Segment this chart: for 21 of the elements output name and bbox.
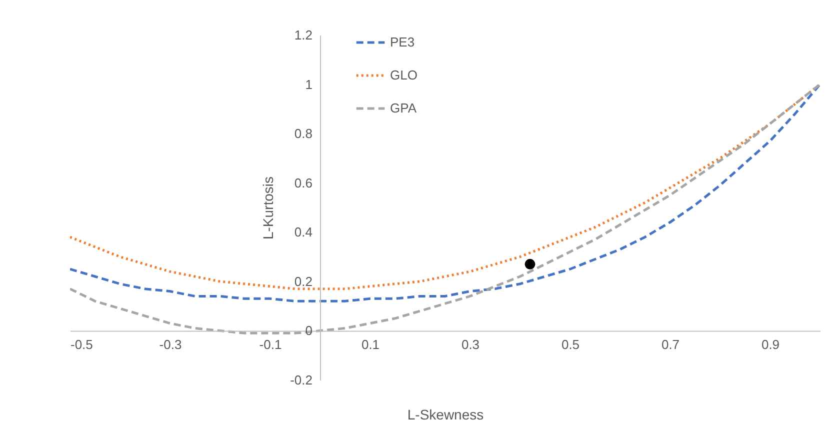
y-tick-label: 0.6 xyxy=(294,175,312,190)
y-tick-label: -0.2 xyxy=(290,372,312,388)
x-tick-label: -0.1 xyxy=(259,337,282,352)
x-tick-label: 0.1 xyxy=(361,337,380,352)
x-tick-label: 0.9 xyxy=(761,337,780,352)
x-tick-label: 0.5 xyxy=(561,337,580,352)
x-tick-label: 0.7 xyxy=(661,337,680,352)
y-tick-label: 1 xyxy=(305,76,312,92)
y-tick-label: 0 xyxy=(305,323,312,338)
x-tick-label: -0.5 xyxy=(70,337,93,352)
x-tick-label: 0.3 xyxy=(461,337,480,352)
y-axis-title: L-Kurtosis xyxy=(260,176,276,240)
legend-label: PE3 xyxy=(390,34,415,50)
y-tick-label: 1.2 xyxy=(294,28,312,42)
legend-label: GPA xyxy=(390,100,417,116)
x-tick-label: -0.3 xyxy=(159,337,182,352)
legend-label: GLO xyxy=(390,68,418,82)
y-tick-label: 0.2 xyxy=(294,274,312,289)
y-tick-label: 0.8 xyxy=(294,126,312,142)
y-tick-label: 0.4 xyxy=(294,224,312,240)
x-axis-title: L-Skewness xyxy=(407,406,484,422)
